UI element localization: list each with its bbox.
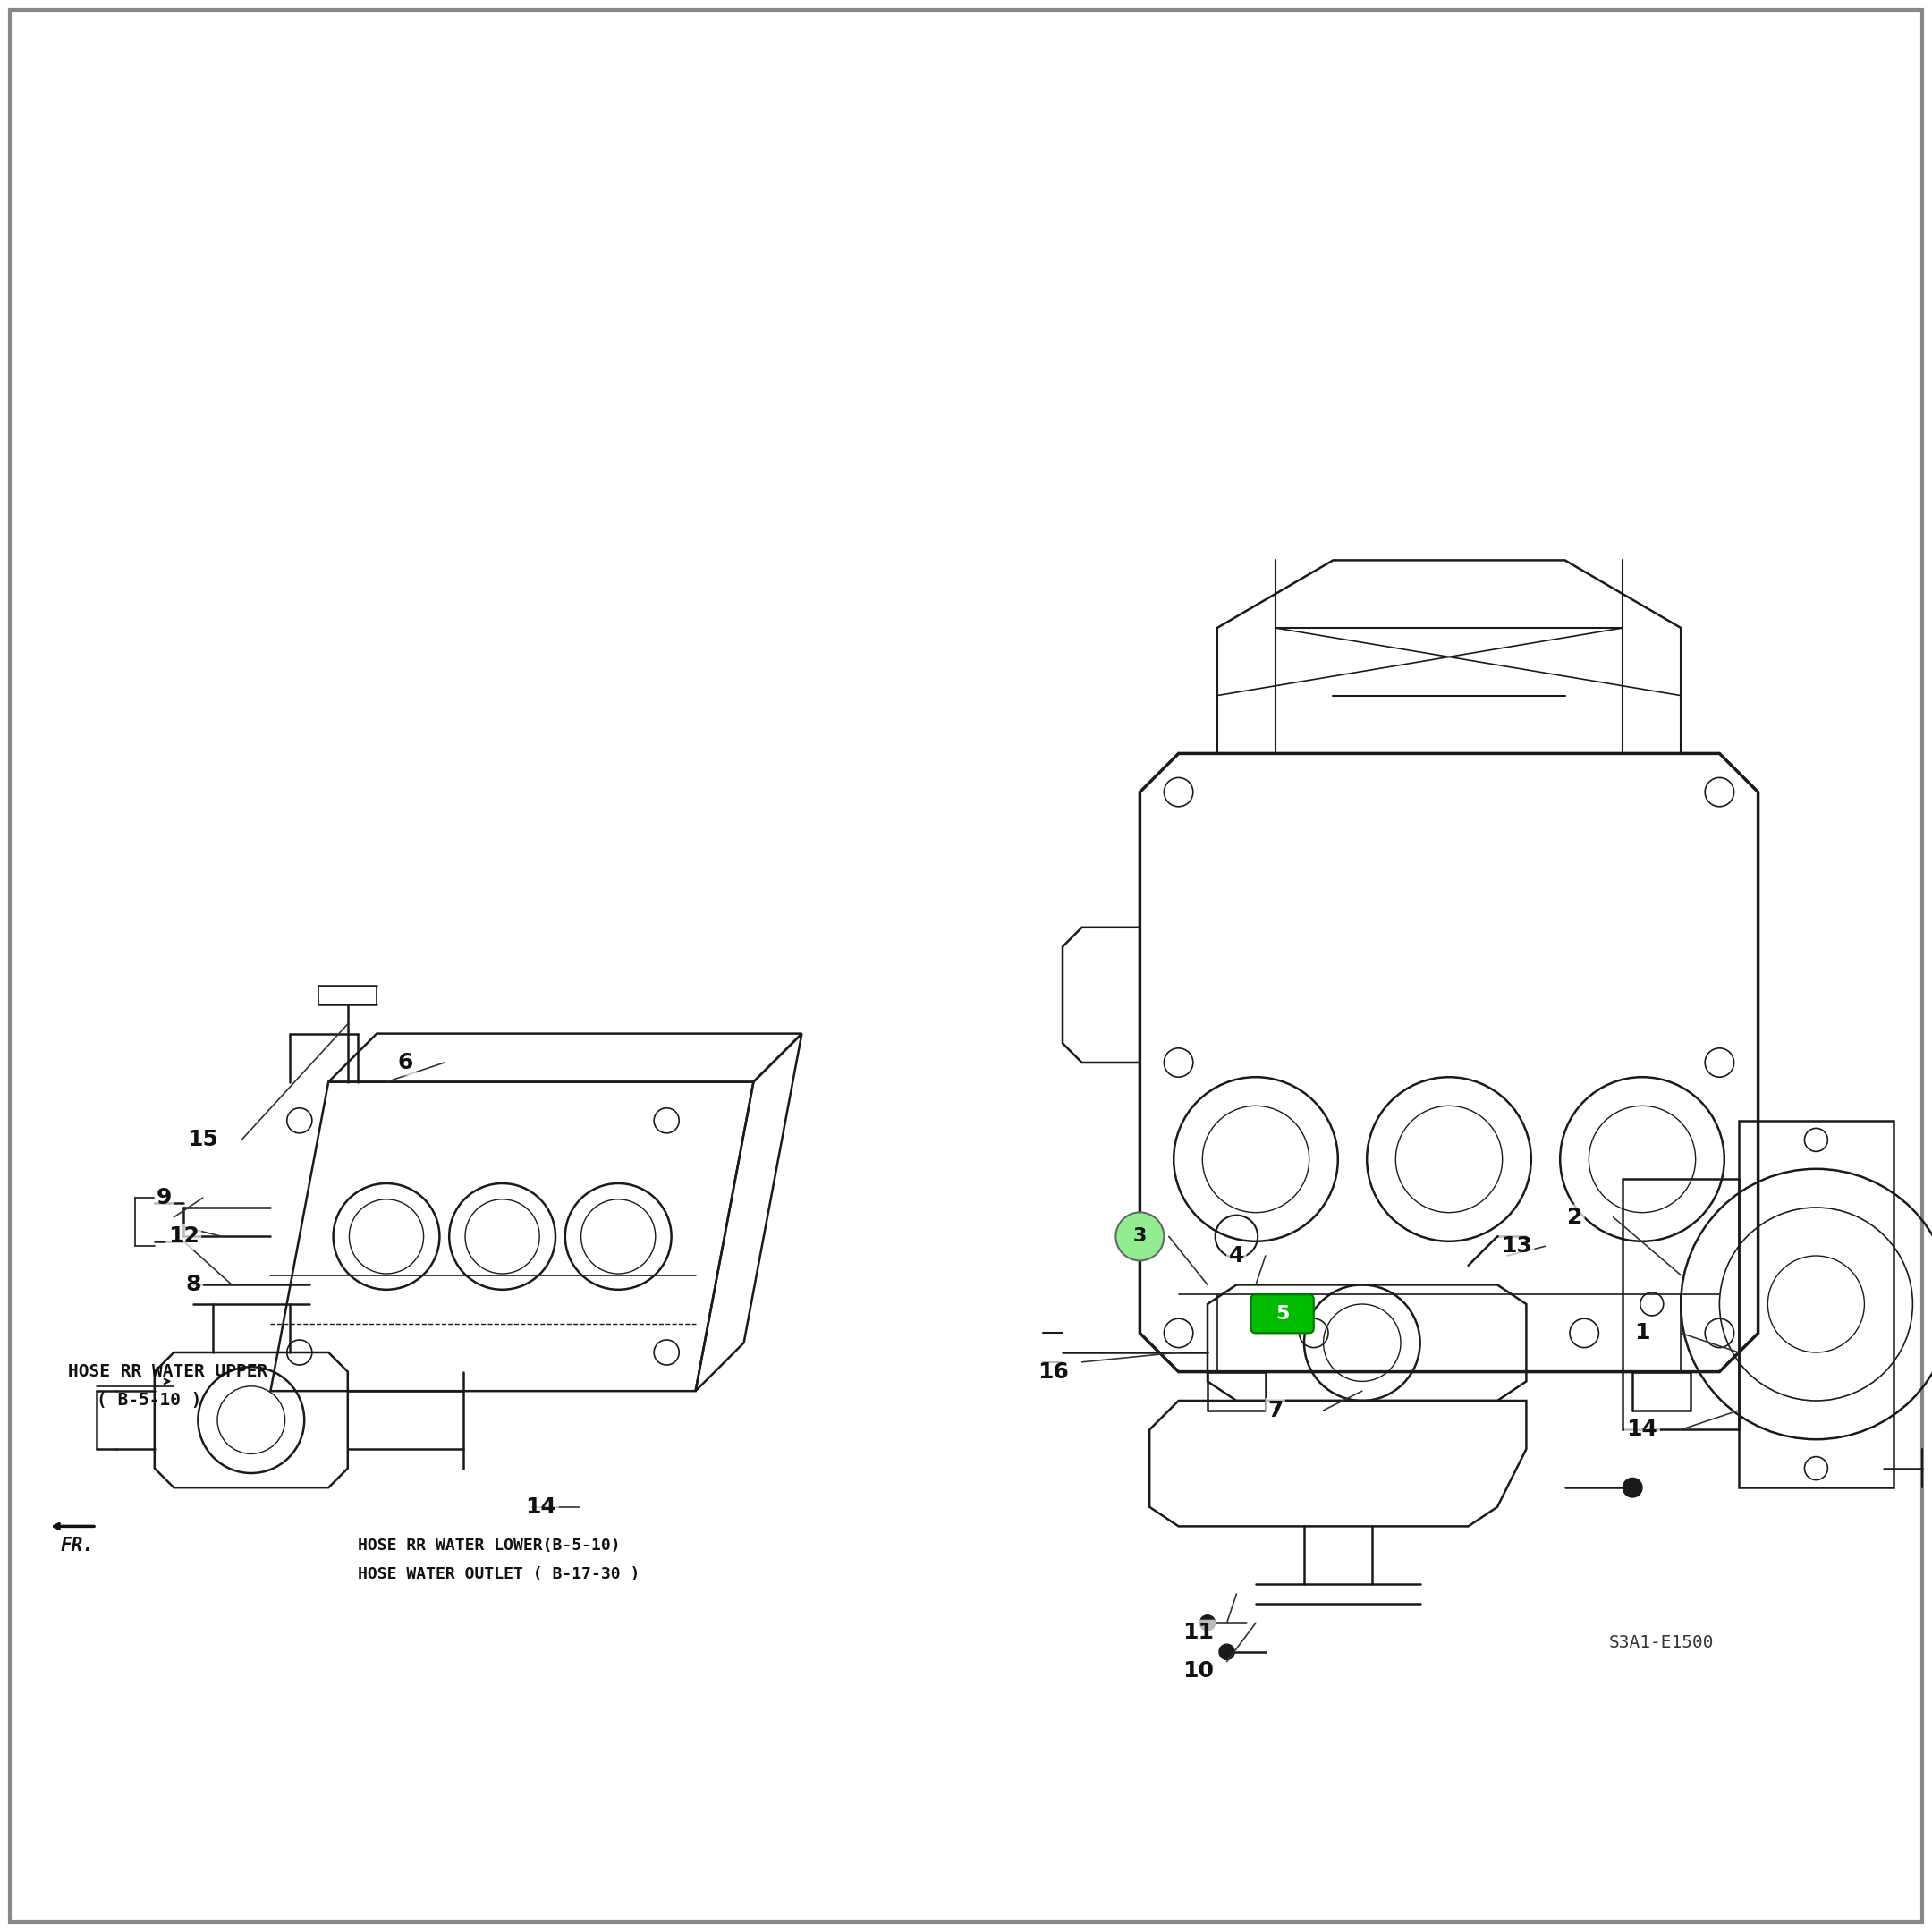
Text: 14: 14: [526, 1495, 556, 1519]
Text: HOSE RR WATER LOWER(B-5-10): HOSE RR WATER LOWER(B-5-10): [357, 1538, 620, 1553]
Text: 3: 3: [1132, 1227, 1148, 1246]
Circle shape: [1219, 1644, 1235, 1660]
Text: 8: 8: [185, 1273, 201, 1296]
Text: 13: 13: [1501, 1235, 1532, 1258]
Text: FR.: FR.: [60, 1536, 95, 1555]
Text: 12: 12: [168, 1225, 199, 1248]
Text: HOSE WATER OUTLET ( B-17-30 ): HOSE WATER OUTLET ( B-17-30 ): [357, 1567, 639, 1582]
Text: 15: 15: [187, 1128, 218, 1151]
Text: 11: 11: [1182, 1621, 1213, 1644]
Circle shape: [1117, 1213, 1163, 1260]
Text: 7: 7: [1267, 1399, 1283, 1422]
Text: 2: 2: [1567, 1206, 1582, 1229]
Text: HOSE RR WATER UPPER: HOSE RR WATER UPPER: [68, 1364, 267, 1379]
Text: 5: 5: [1275, 1304, 1291, 1323]
Circle shape: [1623, 1478, 1642, 1497]
FancyBboxPatch shape: [1252, 1294, 1314, 1333]
Circle shape: [1200, 1615, 1215, 1631]
Text: 1: 1: [1634, 1321, 1650, 1345]
Text: 6: 6: [398, 1051, 413, 1074]
Text: 14: 14: [1627, 1418, 1658, 1441]
Text: 16: 16: [1037, 1360, 1068, 1383]
Text: 4: 4: [1229, 1244, 1244, 1267]
Text: S3A1-E1500: S3A1-E1500: [1609, 1634, 1714, 1650]
Text: 10: 10: [1182, 1660, 1213, 1683]
Text: 9: 9: [156, 1186, 172, 1209]
Text: ( B-5-10 ): ( B-5-10 ): [97, 1393, 201, 1408]
